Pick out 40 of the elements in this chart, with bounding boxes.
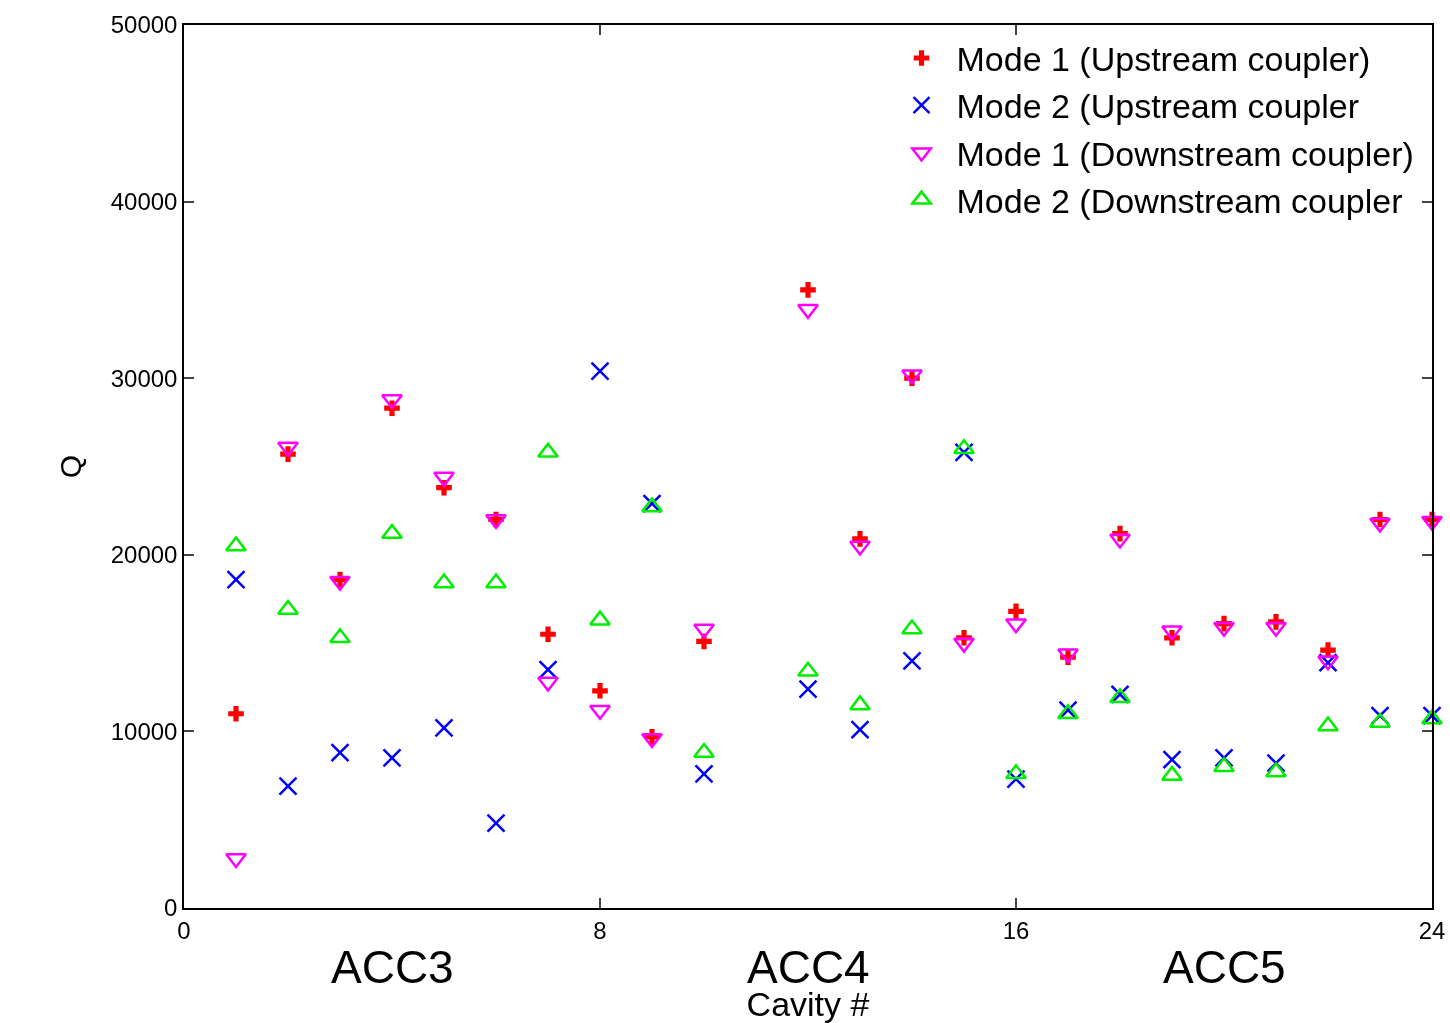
y-tick-label: 30000 [110, 364, 178, 392]
y-tick-label: 10000 [110, 717, 178, 745]
point [484, 513, 508, 530]
legend-label: Mode 1 (Upstream coupler) [956, 40, 1371, 79]
y-tick-label: 50000 [110, 11, 178, 39]
point [850, 719, 870, 740]
point [1162, 749, 1182, 770]
point [434, 718, 454, 738]
point [798, 679, 818, 699]
point [1212, 756, 1236, 773]
text: ACC3 [331, 941, 454, 993]
y-tick-label: 0 [164, 894, 178, 922]
point [694, 764, 714, 784]
point [592, 682, 608, 699]
legend-label: Mode 2 (Upstream coupler [956, 87, 1360, 126]
point [902, 651, 922, 671]
point [1160, 765, 1184, 782]
point [380, 393, 404, 410]
point [1008, 603, 1024, 620]
point [228, 705, 244, 722]
point [692, 742, 716, 759]
y-axis-title: Q [54, 454, 88, 479]
x-tick-label: 8 [593, 916, 607, 944]
point [226, 569, 246, 590]
y-tick-label: 40000 [110, 188, 178, 215]
point [278, 776, 298, 796]
x-tick-label: 16 [1002, 916, 1030, 944]
point [486, 813, 506, 833]
point [590, 361, 610, 381]
point [800, 282, 816, 298]
point [330, 742, 350, 763]
x-tick-label: 24 [1418, 916, 1446, 944]
legend-label: Mode 2 (Downstream coupler [956, 181, 1403, 220]
point [796, 303, 820, 320]
point [1368, 712, 1392, 729]
y-tick-label: 20000 [110, 541, 178, 569]
text: ACC5 [1163, 941, 1286, 993]
point [382, 748, 402, 768]
legend-label: Mode 1 (Downstream coupler) [956, 134, 1414, 173]
point [540, 626, 556, 643]
